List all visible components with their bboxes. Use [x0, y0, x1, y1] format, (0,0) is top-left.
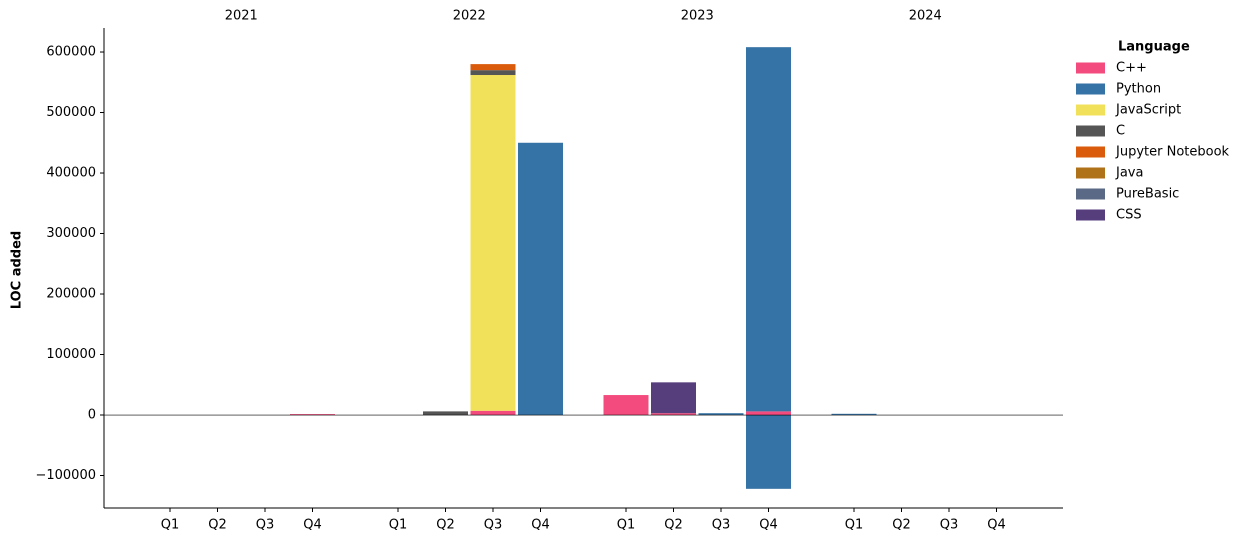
x-tick-label: Q3 — [256, 518, 275, 533]
year-label: 2021 — [225, 9, 258, 24]
bar — [518, 142, 563, 416]
legend-label: PureBasic — [1116, 187, 1179, 202]
legend-label: Jupyter Notebook — [1115, 145, 1230, 160]
legend-label: Python — [1116, 82, 1161, 97]
x-tick-label: Q4 — [987, 518, 1006, 533]
year-label: 2024 — [909, 9, 942, 24]
bar — [470, 410, 516, 416]
x-tick-label: Q1 — [845, 518, 864, 533]
bar — [651, 413, 696, 416]
x-tick-label: Q3 — [712, 518, 731, 533]
year-label: 2022 — [453, 9, 486, 24]
x-tick-label: Q2 — [436, 518, 455, 533]
legend-title: Language — [1118, 40, 1190, 55]
bar — [746, 415, 791, 489]
x-tick-label: Q1 — [617, 518, 636, 533]
legend-swatch — [1076, 62, 1105, 74]
x-tick-label: Q4 — [303, 518, 322, 533]
x-tick-label: Q4 — [759, 518, 778, 533]
y-axis-label: LOC added — [10, 231, 25, 309]
y-tick-label: 500000 — [46, 105, 96, 120]
bar — [831, 413, 877, 416]
y-tick-label: 0 — [88, 408, 96, 423]
legend-swatch — [1076, 83, 1105, 95]
x-tick-label: Q2 — [664, 518, 683, 533]
legend-swatch — [1076, 146, 1105, 158]
bar — [470, 64, 516, 71]
y-tick-label: 100000 — [46, 347, 96, 362]
bar — [470, 70, 516, 76]
bar — [290, 414, 335, 416]
bar — [746, 411, 791, 416]
legend-swatch — [1076, 125, 1105, 137]
x-tick-label: Q3 — [940, 518, 959, 533]
x-tick-label: Q2 — [208, 518, 227, 533]
legend-label: JavaScript — [1115, 103, 1181, 118]
bar — [651, 382, 696, 414]
legend-swatch — [1076, 209, 1105, 221]
legend-label: C — [1116, 124, 1125, 139]
bar — [746, 47, 791, 412]
y-tick-label: −100000 — [35, 468, 96, 483]
legend-swatch — [1076, 167, 1105, 179]
x-tick-label: Q1 — [389, 518, 408, 533]
y-tick-label: 200000 — [46, 287, 96, 302]
legend-label: Java — [1115, 166, 1143, 181]
bar — [423, 411, 468, 416]
bar — [470, 75, 516, 411]
x-tick-label: Q1 — [161, 518, 180, 533]
x-tick-label: Q2 — [892, 518, 911, 533]
legend-swatch — [1076, 104, 1105, 116]
bar — [698, 413, 744, 416]
x-tick-label: Q3 — [484, 518, 503, 533]
legend-label: CSS — [1116, 208, 1142, 223]
legend-label: C++ — [1116, 61, 1147, 76]
y-tick-label: 400000 — [46, 166, 96, 181]
legend-swatch — [1076, 188, 1105, 200]
year-label: 2023 — [681, 9, 714, 24]
bar — [603, 395, 649, 416]
y-tick-label: 300000 — [46, 226, 96, 241]
x-tick-label: Q4 — [531, 518, 550, 533]
y-tick-label: 600000 — [46, 45, 96, 60]
